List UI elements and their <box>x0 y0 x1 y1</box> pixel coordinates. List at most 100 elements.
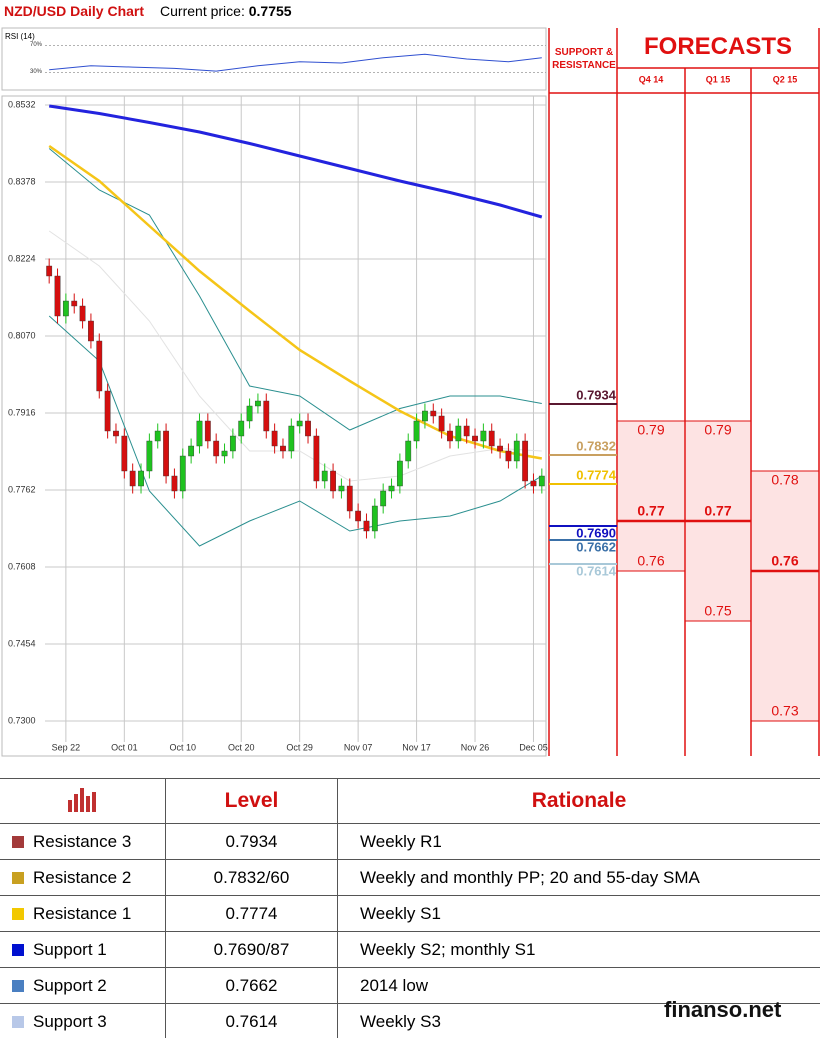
x-tick-label: Oct 29 <box>286 742 313 752</box>
level-name: Resistance 2 <box>0 859 166 896</box>
chart: RSI (14) 0.8532 0.8378 0.8224 0.8070 0.7916 0… <box>1 27 820 757</box>
level-value: 0.7934 <box>165 823 338 860</box>
level-label: 0.7934 <box>576 387 617 402</box>
header: NZD/USD Daily Chart Current price: 0.7755 <box>4 3 292 19</box>
levels-table: Level Rationale Resistance 3 0.7934 Weekly… <box>0 778 820 1038</box>
candle-body <box>280 445 286 452</box>
level-name-text: Support 2 <box>33 975 107 995</box>
candle-body <box>538 475 545 487</box>
overlay-line <box>48 315 543 547</box>
candle-body <box>179 455 186 492</box>
y-tick-label: 0.8378 <box>8 176 36 186</box>
candle-body <box>229 435 236 452</box>
candle-body <box>472 435 478 442</box>
candle-body <box>221 450 228 457</box>
forecast-high-label: 0.79 <box>704 422 731 438</box>
level-rationale: Weekly S2; monthly S1 <box>337 931 820 968</box>
candle-body <box>138 470 144 487</box>
candle-body <box>497 445 503 452</box>
candle-body <box>430 410 437 417</box>
x-tick-label: Oct 01 <box>111 742 138 752</box>
candle-body <box>171 475 178 492</box>
level-name: Support 2 <box>0 967 166 1004</box>
forecast-range <box>752 471 818 721</box>
candle-body <box>213 440 220 457</box>
forecast-frame <box>548 28 820 756</box>
current-price: 0.7755 <box>248 3 292 19</box>
y-tick-label: 0.8070 <box>8 330 36 340</box>
chart-title: NZD/USD Daily Chart <box>4 3 145 19</box>
candle-body <box>371 505 378 532</box>
candle-body <box>246 405 253 422</box>
candle-body <box>321 470 328 482</box>
candle-body <box>313 435 320 482</box>
candle-body <box>455 425 462 442</box>
level-value-text: 0.7690/87 <box>213 939 290 959</box>
legend-swatch <box>12 979 24 992</box>
legend-swatch <box>12 907 24 920</box>
level-name-text: Resistance 1 <box>33 903 132 923</box>
level-label: 0.7614 <box>576 563 617 578</box>
candle-body <box>154 430 161 442</box>
table-row: Resistance 1 0.7774 Weekly S1 <box>0 895 820 932</box>
candle-body <box>447 430 453 442</box>
forecast-range <box>618 421 684 571</box>
level-rationale: Weekly R1 <box>337 823 820 860</box>
y-tick-label: 0.8532 <box>8 99 36 109</box>
candle-body <box>96 340 103 392</box>
candle-body <box>46 265 53 277</box>
level-value-text: 0.7662 <box>225 975 278 995</box>
forecast-median-label: 0.77 <box>704 503 731 519</box>
candle-body <box>163 430 169 477</box>
candle-body <box>271 430 278 447</box>
level-value: 0.7690/87 <box>165 931 338 968</box>
candle-body <box>71 300 78 307</box>
price-panel <box>1 95 547 757</box>
watermark: finanso.net <box>664 997 782 1022</box>
candle-body <box>513 440 520 462</box>
rsi-line <box>49 53 542 72</box>
candle-body <box>188 445 195 457</box>
level-name-text: Resistance 3 <box>33 831 132 851</box>
candle-body <box>305 420 311 437</box>
level-rationale-text: Weekly S2; monthly S1 <box>360 939 536 959</box>
bar-icon <box>67 788 96 812</box>
forecast-median-label: 0.76 <box>771 553 798 569</box>
forecast-low-label: 0.73 <box>771 703 798 719</box>
candle-body <box>488 430 495 447</box>
level-value-text: 0.7934 <box>225 831 278 851</box>
candle-body <box>255 400 261 407</box>
level-name: Resistance 3 <box>0 823 166 860</box>
candle-body <box>196 420 203 447</box>
level-label: 0.7774 <box>576 467 617 482</box>
table-row: Resistance 3 0.7934 Weekly R1 <box>0 823 820 860</box>
level-rationale-text: 2014 low <box>360 975 429 995</box>
level-name: Support 1 <box>0 931 166 968</box>
level-value-text: 0.7614 <box>225 1011 278 1031</box>
x-tick-label: Dec 05 <box>519 742 548 752</box>
overlay-line <box>48 230 542 482</box>
candle-body <box>505 450 512 462</box>
candle-body <box>522 440 529 482</box>
level-rationale: Weekly S3 <box>337 1003 820 1038</box>
y-tick-label: 0.7608 <box>8 561 36 571</box>
level-name: Resistance 1 <box>0 895 166 932</box>
table-row: Support 2 0.7662 2014 low <box>0 967 820 1004</box>
header-cell: Level <box>165 778 338 824</box>
level-value: 0.7662 <box>165 967 338 1004</box>
y-tick-label: 0.7454 <box>8 638 36 648</box>
level-value: 0.7614 <box>165 1003 338 1038</box>
rsi-panel <box>1 27 547 91</box>
x-tick-label: Nov 17 <box>402 742 431 752</box>
table-row: Support 1 0.7690/87 Weekly S2; monthly S1 <box>0 931 820 968</box>
table-header: Level Rationale <box>0 778 820 824</box>
candle-body <box>463 425 470 437</box>
candle-body <box>238 420 245 437</box>
forecast-low-label: 0.75 <box>704 603 731 619</box>
candle-body <box>346 485 353 512</box>
x-tick-label: Oct 20 <box>228 742 255 752</box>
level-label: 0.7832 <box>576 438 616 453</box>
candle-body <box>296 420 303 427</box>
legend-swatch <box>12 835 24 848</box>
